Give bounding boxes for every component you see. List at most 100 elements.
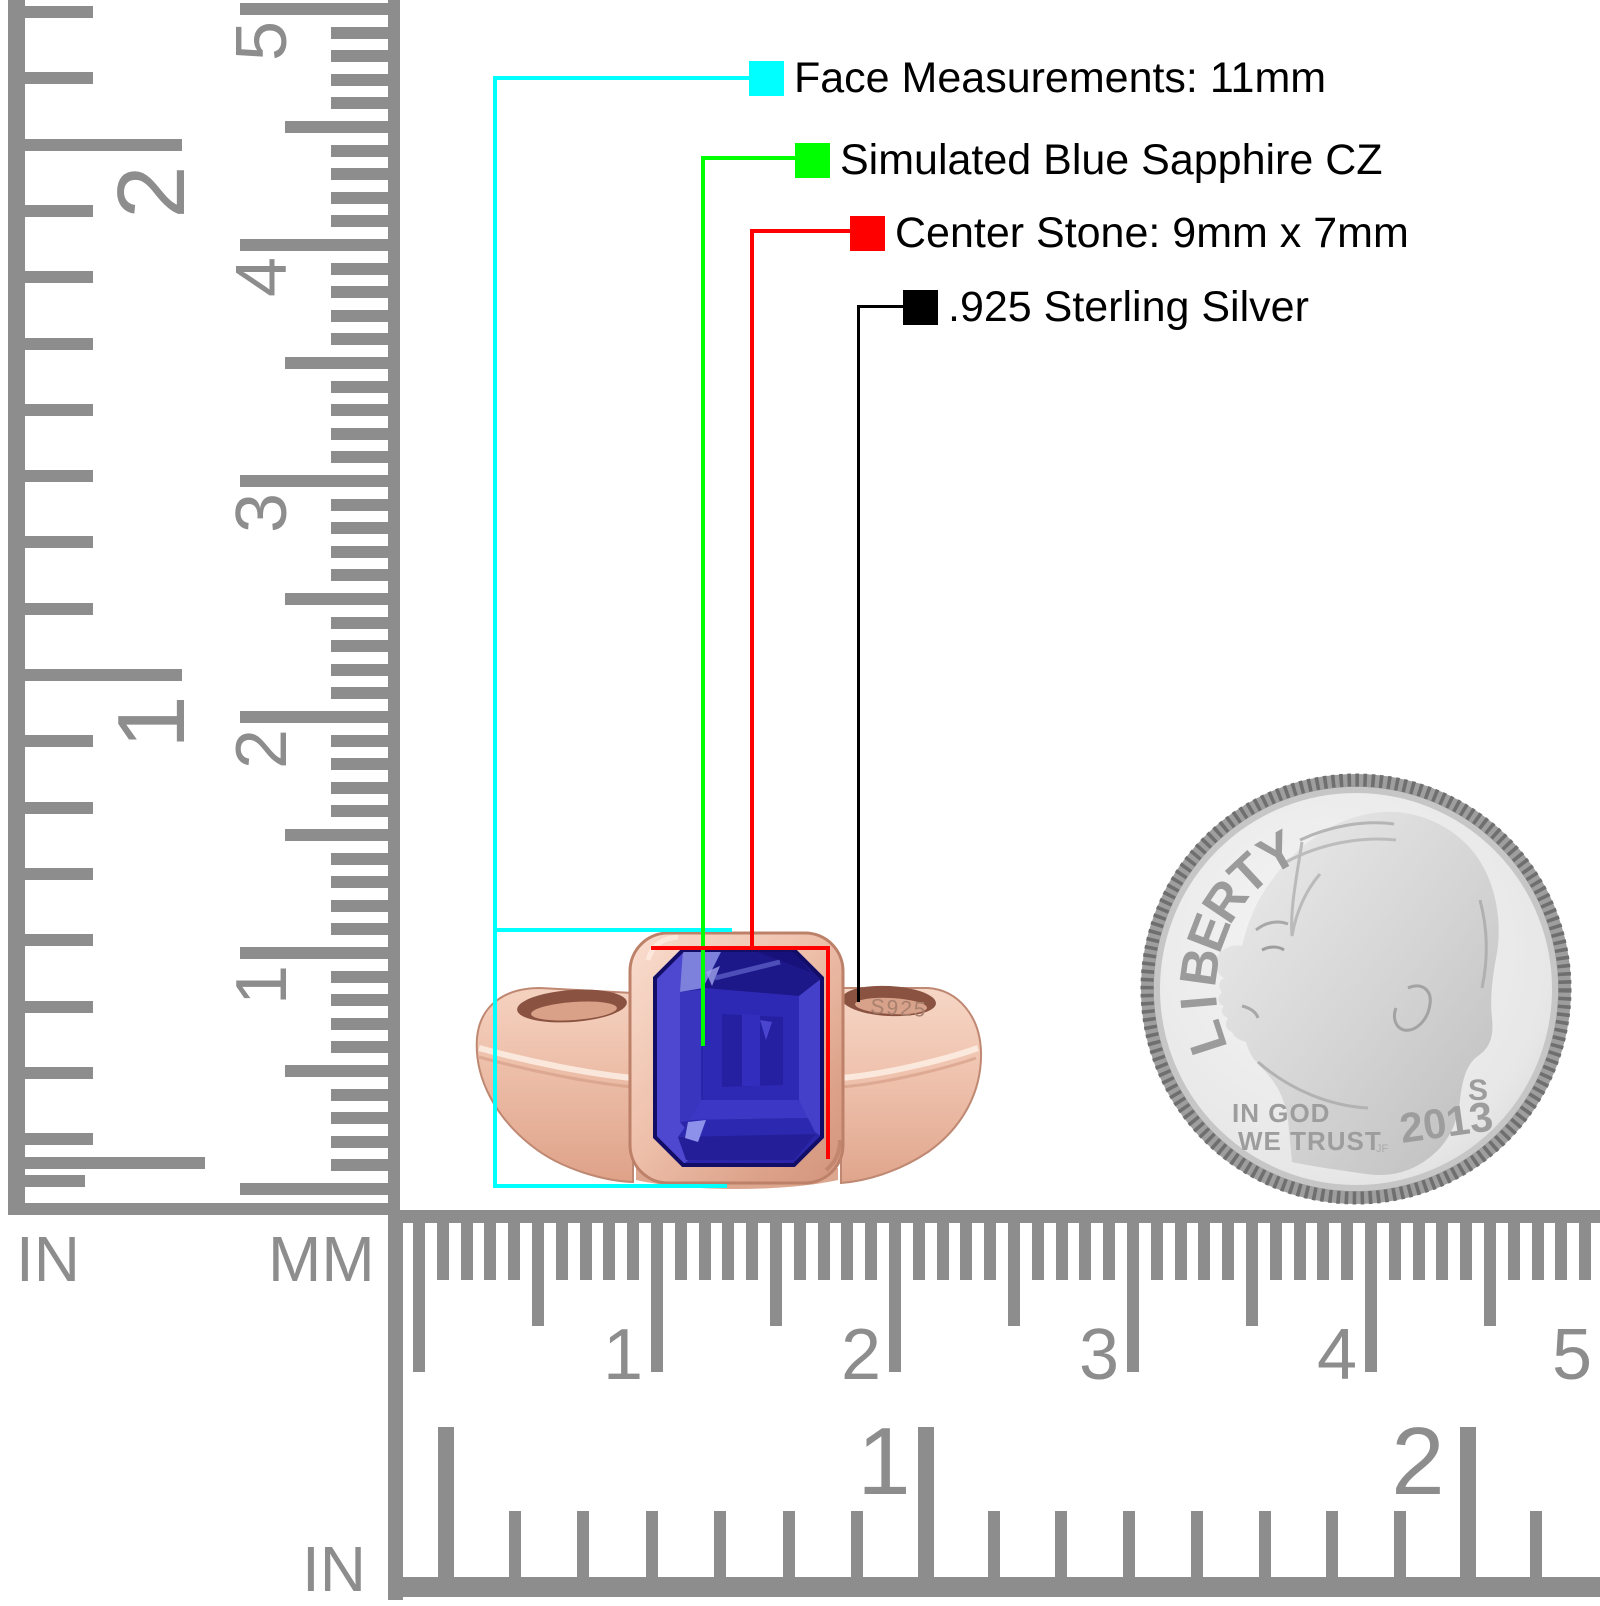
ruler-tick bbox=[331, 640, 388, 652]
ruler-tick bbox=[484, 1223, 496, 1280]
label-face-measurements: Face Measurements: 11mm bbox=[794, 54, 1327, 102]
ruler-tick bbox=[240, 947, 388, 959]
ruler-tick bbox=[331, 263, 388, 275]
leader-cyan-bracket-top bbox=[493, 928, 732, 932]
ruler-tick bbox=[1008, 1223, 1020, 1326]
ruler-tick bbox=[331, 664, 388, 676]
ruler-tick bbox=[1191, 1511, 1203, 1577]
coin-motto: IN GOD WE TRUST bbox=[1232, 1098, 1381, 1156]
ruler-tick bbox=[25, 868, 93, 880]
bottom-ruler-cm-number: 4 bbox=[1316, 1315, 1358, 1395]
ruler-tick bbox=[331, 381, 388, 393]
ruler-tick bbox=[1123, 1511, 1135, 1577]
leader-red-bracket-top bbox=[651, 946, 830, 950]
swatch-stone-type bbox=[795, 143, 830, 178]
ruler-tick bbox=[25, 669, 182, 681]
label-center-stone: Center Stone: 9mm x 7mm bbox=[895, 209, 1409, 257]
ruler-tick bbox=[25, 536, 93, 548]
leader-black-vertical bbox=[857, 305, 860, 1002]
ruler-tick bbox=[960, 1223, 972, 1280]
ruler-tick bbox=[331, 569, 388, 581]
ruler-tick bbox=[461, 1223, 473, 1280]
left-ruler-right-bar bbox=[388, 0, 400, 1215]
swatch-face-measurements bbox=[749, 61, 784, 96]
ruler-tick bbox=[770, 1223, 782, 1326]
ruler-tick bbox=[331, 522, 388, 534]
leader-green-vertical bbox=[701, 156, 705, 1046]
ruler-tick bbox=[918, 1427, 934, 1577]
coin-mint-mark: S bbox=[1468, 1074, 1488, 1107]
coin-legend-letter: I bbox=[1170, 993, 1229, 1012]
ruler-tick bbox=[331, 145, 388, 157]
ruler-tick bbox=[865, 1223, 877, 1280]
bottom-ruler-inch-number: 2 bbox=[1391, 1408, 1445, 1515]
roosevelt-portrait bbox=[1215, 811, 1499, 1175]
ruler-tick bbox=[1270, 1223, 1282, 1280]
bottom-ruler-left-bar bbox=[388, 1210, 403, 1600]
ruler-tick bbox=[240, 475, 388, 487]
ruler-tick bbox=[331, 994, 388, 1006]
leader-cyan-top bbox=[493, 76, 749, 80]
ruler-tick bbox=[438, 1427, 454, 1577]
ruler-tick bbox=[331, 1159, 388, 1171]
ruler-tick bbox=[1198, 1223, 1210, 1280]
ruler-tick bbox=[285, 593, 388, 605]
ruler-tick bbox=[818, 1223, 830, 1280]
ruler-tick bbox=[25, 271, 93, 283]
ruler-tick bbox=[988, 1511, 1000, 1577]
ruler-tick bbox=[331, 215, 388, 227]
ruler-tick bbox=[285, 829, 388, 841]
ruler-tick bbox=[1151, 1223, 1163, 1280]
ruler-tick bbox=[331, 782, 388, 794]
ruler-tick bbox=[1394, 1511, 1406, 1577]
ruler-tick bbox=[1532, 1223, 1544, 1280]
ruler-tick bbox=[1365, 1223, 1377, 1372]
ruler-tick bbox=[1032, 1223, 1044, 1280]
ruler-tick bbox=[532, 1223, 544, 1326]
ruler-tick bbox=[331, 50, 388, 62]
ruler-tick bbox=[331, 758, 388, 770]
bottom-ruler-inch-number: 1 bbox=[857, 1408, 911, 1515]
ruler-tick bbox=[331, 428, 388, 440]
ruler-tick bbox=[1579, 1223, 1591, 1280]
ruler-tick bbox=[331, 27, 388, 39]
ruler-tick bbox=[1530, 1511, 1542, 1577]
ruler-tick bbox=[913, 1223, 925, 1280]
ruler-tick bbox=[984, 1223, 996, 1280]
ruler-tick bbox=[413, 1223, 425, 1372]
bottom-ruler-cm-number: 5 bbox=[1551, 1315, 1593, 1395]
ruler-tick bbox=[1413, 1223, 1425, 1280]
ruler-tick bbox=[1246, 1223, 1258, 1326]
ruler-tick bbox=[714, 1511, 726, 1577]
ruler-tick bbox=[646, 1511, 658, 1577]
swatch-metal bbox=[903, 290, 938, 325]
label-stone-type: Simulated Blue Sapphire CZ bbox=[840, 136, 1383, 184]
ruler-tick bbox=[240, 3, 388, 15]
ruler-tick bbox=[603, 1223, 615, 1280]
ruler-tick bbox=[1222, 1223, 1234, 1280]
ruler-tick bbox=[1103, 1223, 1115, 1280]
ruler-tick bbox=[240, 239, 388, 251]
sapphire-stone bbox=[653, 948, 824, 1167]
ruler-tick bbox=[331, 1112, 388, 1124]
ruler-tick bbox=[285, 1065, 388, 1077]
ruler-tick bbox=[25, 934, 93, 946]
ruler-tick bbox=[25, 1175, 85, 1187]
bottom-ruler-cm-number: 1 bbox=[602, 1315, 644, 1395]
coin-designer-initials: JF bbox=[1376, 1143, 1389, 1155]
leader-red-vertical bbox=[750, 229, 754, 948]
swatch-center-stone bbox=[850, 216, 885, 251]
ruler-tick bbox=[722, 1223, 734, 1280]
ruler-tick bbox=[285, 121, 388, 133]
ruler-tick bbox=[25, 404, 93, 416]
ring-band-right: S925 bbox=[840, 985, 983, 1185]
ruler-tick bbox=[331, 333, 388, 345]
ruler-tick bbox=[1484, 1223, 1496, 1326]
ruler-tick bbox=[783, 1511, 795, 1577]
ruler-tick bbox=[1389, 1223, 1401, 1280]
ruler-tick bbox=[437, 1223, 449, 1280]
